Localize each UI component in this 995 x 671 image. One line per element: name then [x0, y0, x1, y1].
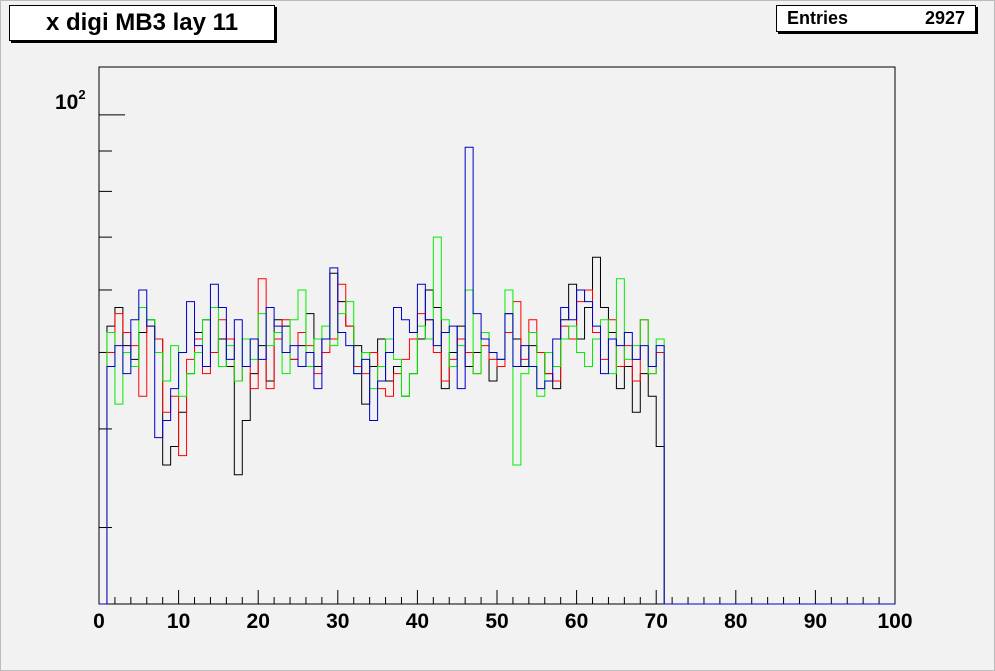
x-tick-label: 20 — [247, 610, 270, 633]
histogram-title: x digi MB3 lay 11 — [9, 5, 275, 41]
x-tick-label: 100 — [877, 610, 912, 633]
x-tick-label: 80 — [724, 610, 747, 633]
x-tick-label: 0 — [93, 610, 105, 633]
x-tick-label: 30 — [326, 610, 349, 633]
histogram-series-3 — [99, 146, 895, 605]
x-tick-label: 60 — [565, 610, 588, 633]
x-tick-label: 90 — [804, 610, 827, 633]
x-axis-ticks: 0 10 20 30 40 50 60 70 80 90 100 — [93, 590, 913, 633]
x-tick-label: 70 — [645, 610, 668, 633]
y-tick-label-100: 102 — [55, 87, 86, 114]
x-tick-label: 40 — [406, 610, 429, 633]
x-tick-label: 10 — [167, 610, 190, 633]
histogram-title-text: x digi MB3 lay 11 — [45, 9, 239, 36]
y-axis-ticks — [99, 114, 125, 529]
x-tick-label: 50 — [485, 610, 508, 633]
stats-entries-label: Entries — [787, 8, 849, 28]
series-group — [99, 146, 895, 605]
stats-box: Entries 2927 — [776, 5, 976, 32]
stats-entries-value: 2927 — [924, 8, 965, 28]
